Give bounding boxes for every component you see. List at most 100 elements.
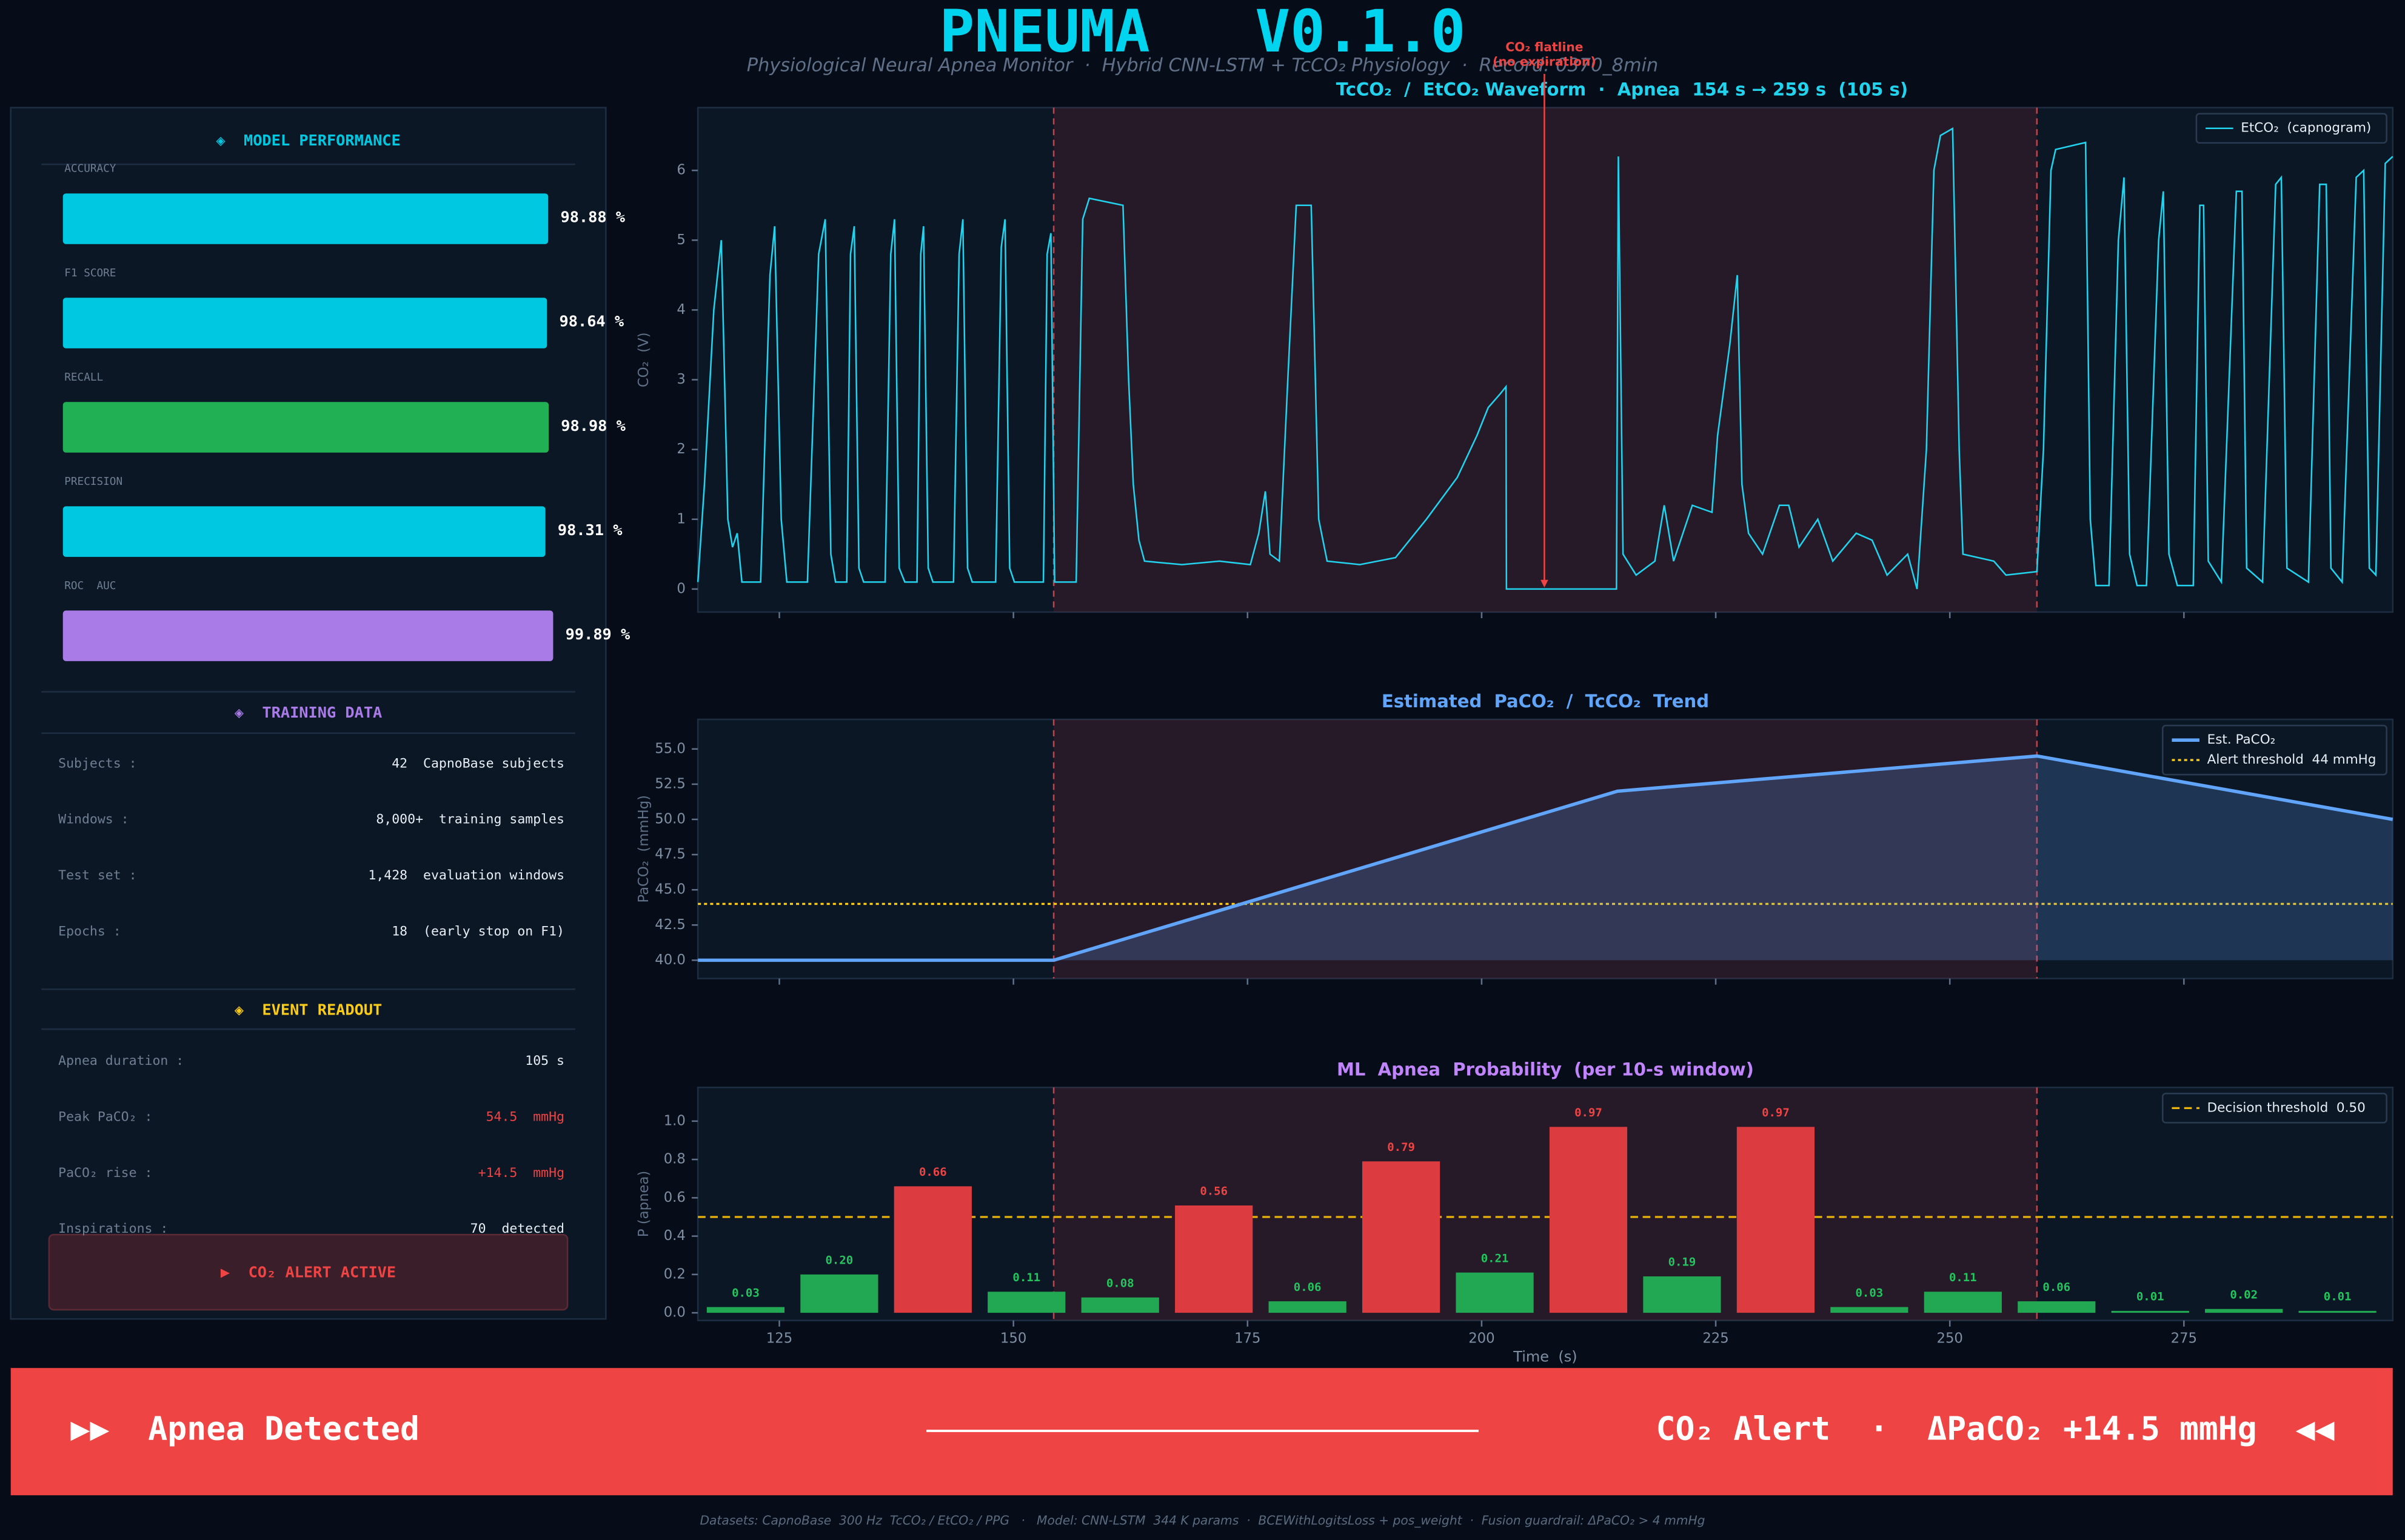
annotation-text: (no expiration) (1493, 54, 1596, 68)
legend-box (2195, 113, 2387, 144)
app-title: PNEUMA V0.1.0 (939, 0, 1465, 65)
metric-label: ROC AUC (64, 580, 116, 592)
bar (1830, 1307, 1908, 1313)
banner-right: CO₂ Alert · ΔPaCO₂ +14.5 mmHg ◀◀ (1656, 1410, 2335, 1448)
row-label: Windows : (58, 812, 129, 827)
y-tick-label: 0.6 (664, 1190, 686, 1205)
plot-area (697, 1086, 2394, 1322)
bar-label: 0.06 (1294, 1281, 1322, 1294)
metric-value: 98.88 % (560, 208, 625, 226)
bar-label: 0.11 (1012, 1271, 1040, 1284)
metric-bar (62, 298, 547, 348)
y-axis-label: PaCO₂ (mmHg) (636, 795, 652, 903)
y-tick-label: 1 (677, 511, 685, 527)
apnea-region (1054, 107, 2037, 612)
row-label: Apnea duration : (58, 1053, 184, 1068)
x-tick-label: 200 (1468, 1331, 1494, 1347)
y-tick-label: 0.4 (664, 1228, 686, 1244)
row-value: 42 CapnoBase subjects (392, 756, 564, 771)
apnea-region (1054, 719, 2037, 979)
bar-label: 0.79 (1387, 1141, 1415, 1154)
legend-label: Est. PaCO₂ (2207, 732, 2276, 747)
row-label: Inspirations : (58, 1221, 168, 1236)
y-tick-label: 0.8 (664, 1152, 686, 1167)
y-tick-label: 4 (677, 302, 685, 318)
y-tick-label: 45.0 (655, 882, 686, 898)
bar (706, 1307, 785, 1313)
bar (1268, 1301, 1346, 1313)
bar (2111, 1310, 2189, 1313)
bar-label: 0.08 (1106, 1277, 1134, 1290)
legend-box (2161, 1093, 2387, 1124)
legend-label: Alert threshold 44 mmHg (2207, 752, 2377, 767)
bar (1175, 1205, 1253, 1313)
bar-label: 0.20 (826, 1254, 854, 1267)
metric-label: PRECISION (64, 476, 122, 488)
bar (988, 1292, 1066, 1313)
legend-label: EtCO₂ (capnogram) (2241, 121, 2371, 136)
row-value: 1,428 evaluation windows (368, 868, 564, 883)
bar (800, 1274, 878, 1313)
line (697, 127, 2393, 590)
arrow-head (1540, 579, 1548, 588)
x-tick-label: 275 (2171, 1331, 2197, 1347)
row-value: +14.5 mmHg (478, 1165, 564, 1181)
legend-label: Decision threshold 0.50 (2207, 1100, 2366, 1115)
footer: Datasets: CapnoBase 300 Hz TcCO₂ / EtCO₂… (700, 1513, 1705, 1528)
line (698, 754, 2393, 962)
row-label: Epochs : (58, 924, 121, 939)
metric-value: 98.31 % (558, 521, 623, 539)
y-tick-label: 2 (677, 441, 685, 457)
row-label: Peak PaCO₂ : (58, 1110, 152, 1125)
bar-label: 0.06 (2042, 1281, 2070, 1294)
row-value: 8,000+ training samples (376, 812, 564, 827)
y-tick-label: 0.2 (664, 1266, 686, 1282)
bar-label: 0.02 (2230, 1288, 2258, 1302)
y-tick-label: 5 (677, 232, 685, 248)
alert-text: ▶ CO₂ ALERT ACTIVE (221, 1263, 396, 1281)
bar (2298, 1310, 2377, 1313)
legend-box (2161, 724, 2387, 776)
panel-title: ◈ EVENT READOUT (235, 1001, 383, 1019)
bar (1924, 1292, 2002, 1313)
bar (1456, 1272, 1534, 1313)
y-tick-label: 52.5 (655, 776, 686, 792)
y-tick-label: 50.0 (655, 811, 686, 827)
bar (1736, 1127, 1815, 1313)
alert-box (48, 1233, 569, 1311)
bar-label: 0.03 (1856, 1286, 1884, 1299)
bar (1549, 1127, 1628, 1313)
app-subtitle: Physiological Neural Apnea Monitor · Hyb… (747, 55, 1658, 76)
y-tick-label: 1.0 (664, 1113, 686, 1128)
x-tick-label: 125 (766, 1331, 792, 1347)
bar-label: 0.19 (1668, 1256, 1696, 1269)
bar-label: 0.97 (1762, 1106, 1790, 1119)
bar-label: 0.56 (1200, 1185, 1228, 1198)
row-label: PaCO₂ rise : (58, 1165, 152, 1181)
bar (1081, 1297, 1159, 1313)
bar (1362, 1161, 1440, 1313)
metric-value: 98.64 % (560, 313, 624, 330)
row-value: 105 s (525, 1053, 564, 1068)
area (698, 756, 2393, 961)
y-tick-label: 0.0 (664, 1305, 686, 1321)
metric-label: F1 SCORE (64, 267, 116, 279)
y-axis-label: P (apnea) (636, 1171, 652, 1237)
plot-area (697, 718, 2394, 979)
metric-value: 99.89 % (566, 625, 631, 643)
x-axis-label: Time (s) (1513, 1348, 1577, 1365)
y-tick-label: 40.0 (655, 952, 686, 968)
bar-label: 0.21 (1481, 1252, 1509, 1265)
bar-label: 0.01 (2324, 1290, 2352, 1304)
metric-bar (62, 610, 554, 661)
bar-label: 0.11 (1949, 1271, 1977, 1284)
annotation-text: CO₂ flatline (1505, 39, 1583, 54)
y-tick-label: 42.5 (655, 917, 686, 933)
bar (1643, 1276, 1721, 1313)
metric-value: 98.98 % (561, 417, 626, 435)
metric-label: RECALL (64, 372, 103, 384)
bar-label: 0.01 (2136, 1290, 2164, 1304)
y-tick-label: 0 (677, 581, 685, 596)
y-tick-label: 47.5 (655, 847, 686, 862)
x-tick-label: 250 (1936, 1331, 1962, 1347)
